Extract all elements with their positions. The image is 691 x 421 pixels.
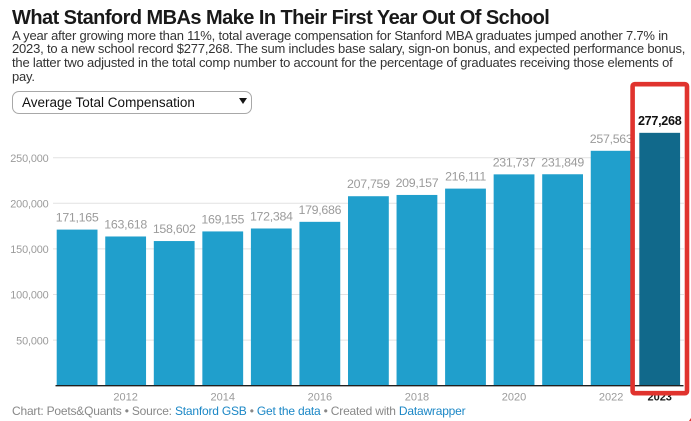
svg-text:150,000: 150,000 <box>10 244 48 256</box>
svg-text:216,111: 216,111 <box>445 170 486 184</box>
svg-text:179,686: 179,686 <box>298 203 341 217</box>
svg-text:2018: 2018 <box>405 392 429 404</box>
svg-text:100,000: 100,000 <box>10 290 48 302</box>
svg-text:209,157: 209,157 <box>396 176 439 190</box>
svg-text:231,849: 231,849 <box>541 155 584 169</box>
svg-text:257,563: 257,563 <box>590 132 633 146</box>
svg-text:172,384: 172,384 <box>250 209 293 223</box>
svg-text:277,268: 277,268 <box>638 114 682 128</box>
svg-text:2014: 2014 <box>211 392 235 404</box>
svg-text:231,737: 231,737 <box>493 155 536 169</box>
svg-text:2016: 2016 <box>308 392 332 404</box>
svg-text:2012: 2012 <box>113 392 137 404</box>
svg-text:207,759: 207,759 <box>347 177 390 191</box>
svg-text:2020: 2020 <box>502 392 526 404</box>
svg-text:2022: 2022 <box>599 392 623 404</box>
svg-text:250,000: 250,000 <box>10 153 48 165</box>
svg-text:171,165: 171,165 <box>56 211 99 225</box>
svg-text:169,155: 169,155 <box>201 212 244 226</box>
svg-text:163,618: 163,618 <box>104 217 147 231</box>
svg-text:50,000: 50,000 <box>16 335 49 347</box>
svg-text:158,602: 158,602 <box>153 222 196 236</box>
svg-text:200,000: 200,000 <box>10 199 48 211</box>
